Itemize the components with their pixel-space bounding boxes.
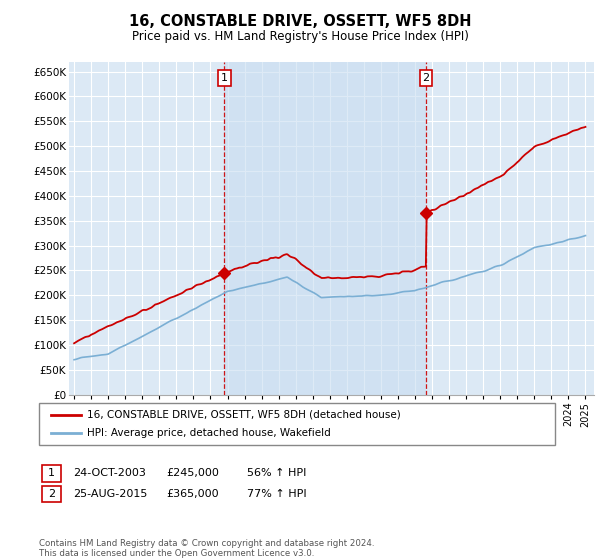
Text: 2: 2: [422, 73, 430, 83]
Text: £365,000: £365,000: [166, 489, 219, 499]
Text: Contains HM Land Registry data © Crown copyright and database right 2024.
This d: Contains HM Land Registry data © Crown c…: [39, 539, 374, 558]
Text: 56% ↑ HPI: 56% ↑ HPI: [247, 468, 307, 478]
Text: 77% ↑ HPI: 77% ↑ HPI: [247, 489, 307, 499]
Text: 16, CONSTABLE DRIVE, OSSETT, WF5 8DH: 16, CONSTABLE DRIVE, OSSETT, WF5 8DH: [129, 14, 471, 29]
Text: 24-OCT-2003: 24-OCT-2003: [73, 468, 146, 478]
Text: 2: 2: [48, 489, 55, 499]
Text: 16, CONSTABLE DRIVE, OSSETT, WF5 8DH (detached house): 16, CONSTABLE DRIVE, OSSETT, WF5 8DH (de…: [87, 410, 401, 420]
Text: 1: 1: [221, 73, 228, 83]
Text: HPI: Average price, detached house, Wakefield: HPI: Average price, detached house, Wake…: [87, 428, 331, 438]
Text: Price paid vs. HM Land Registry's House Price Index (HPI): Price paid vs. HM Land Registry's House …: [131, 30, 469, 43]
Text: 25-AUG-2015: 25-AUG-2015: [73, 489, 148, 499]
Bar: [224, 62, 426, 395]
Text: £245,000: £245,000: [166, 468, 219, 478]
Text: 1: 1: [48, 468, 55, 478]
